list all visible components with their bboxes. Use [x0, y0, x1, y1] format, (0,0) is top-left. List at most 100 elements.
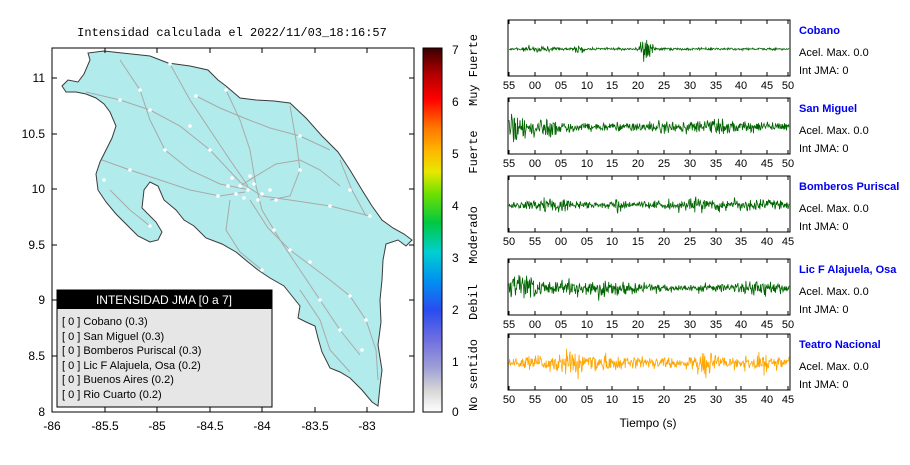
- waveform-panels: 55 00 05 10 15 20 25 30 35 40 45 50 Cobano Acel. Max.…: [503, 19, 899, 406]
- waveform-tick-label: 40: [761, 236, 773, 248]
- station-name: Cobano: [799, 25, 840, 37]
- intensity-legend: INTENSIDAD JMA [0 a 7] [ 0 ] Cobano (0.3…: [56, 289, 273, 408]
- map-road: [249, 199, 379, 381]
- waveform-tick-label: 20: [658, 236, 670, 248]
- map-town: [348, 294, 352, 298]
- waveform-tick-label: 20: [632, 80, 644, 92]
- colorbar-tick: 3: [452, 251, 459, 265]
- waveform-trace: [508, 113, 790, 143]
- waveform-tick-label: 50: [782, 80, 794, 92]
- map-town: [298, 168, 302, 172]
- map-town: [234, 192, 238, 196]
- map-road: [299, 289, 351, 373]
- map-town: [248, 174, 252, 178]
- map-title: Intensidad calculada el 2022/11/03_18:16…: [77, 26, 387, 40]
- legend-item: [ 0 ] Lic F Alajuela, Osa (0.2): [62, 360, 201, 372]
- waveform-tick-label: 30: [710, 236, 722, 248]
- map-town: [208, 148, 212, 152]
- map-town: [268, 188, 272, 192]
- map-town: [328, 204, 332, 208]
- map-road: [109, 189, 151, 227]
- map-town: [230, 176, 234, 180]
- map-town: [148, 224, 152, 228]
- map-landmass: [61, 50, 413, 407]
- colorbar-label: Debil: [467, 284, 481, 320]
- waveform-panel: 55 00 05 10 15 20 25 30 35 40 45 50 Cobano Acel. Max.…: [503, 19, 869, 92]
- colorbar-label: Fuerte: [467, 130, 481, 173]
- map-town: [368, 214, 372, 218]
- legend-header: [57, 290, 272, 309]
- map-town: [194, 94, 198, 98]
- waveform-tick-label: 45: [761, 80, 773, 92]
- map-town: [256, 198, 260, 202]
- waveform-tick-label: 25: [658, 80, 670, 92]
- map-town: [242, 196, 246, 200]
- waveform-panel: 50 55 00 05 10 15 20 25 30 35 40 45 Bomberos Purisca…: [503, 175, 899, 248]
- station-name: Bomberos Puriscal: [799, 181, 899, 193]
- waveform-tick-label: 30: [684, 158, 696, 170]
- waveform-trace: [508, 348, 790, 380]
- map-xtick: -84.5: [196, 419, 224, 433]
- waveform-tick-label: 00: [529, 80, 541, 92]
- waveform-tick-label: 05: [581, 236, 593, 248]
- station-name: Teatro Nacional: [799, 339, 881, 351]
- legend-item: [ 0 ] Buenos Aires (0.2): [62, 374, 174, 386]
- station-int-jma: Int JMA: 0: [799, 143, 849, 155]
- map-road: [85, 91, 371, 217]
- waveform-tick-label: 15: [632, 394, 644, 406]
- station-int-jma: Int JMA: 0: [799, 379, 849, 391]
- waveform-tick-label: 55: [529, 394, 541, 406]
- waveform-tick-label: 30: [684, 319, 696, 331]
- map-town: [238, 184, 242, 188]
- station-int-jma: Int JMA: 0: [799, 304, 849, 316]
- map-ytick: 10.5: [22, 127, 46, 141]
- map-town: [168, 62, 172, 66]
- waveform-tick-label: 10: [606, 394, 618, 406]
- map-xtick: -84: [253, 419, 271, 433]
- colorbar-label: Moderado: [467, 206, 481, 264]
- waveform-tick-label: 50: [782, 158, 794, 170]
- intensity-colorbar: 7 6 5 4 3 2 1 0 Muy Fuerte Fuerte Modera…: [422, 34, 481, 419]
- map-town: [252, 182, 256, 186]
- map-town: [163, 148, 167, 152]
- colorbar-tick: 4: [452, 199, 459, 213]
- map-town: [360, 348, 364, 352]
- waveform-trace: [508, 196, 790, 214]
- legend-box: [56, 289, 273, 408]
- waveform-xlabel: Tiempo (s): [620, 416, 677, 430]
- map-town: [224, 88, 228, 92]
- waveform-tick-label: 10: [581, 319, 593, 331]
- map-axes-box: [51, 47, 415, 413]
- waveform-panel: 55 00 05 10 15 20 25 30 35 40 45 50 Lic F Alajuela, …: [503, 258, 897, 331]
- waveform-tick-label: 55: [529, 236, 541, 248]
- waveform-tick-label: 40: [735, 319, 747, 331]
- waveform-tick-label: 30: [684, 80, 696, 92]
- map-roads: [85, 59, 379, 381]
- map-town: [288, 248, 292, 252]
- station-acel-max: Acel. Max. 0.0: [799, 361, 869, 373]
- map-town: [138, 88, 142, 92]
- waveform-tick-label: 50: [782, 319, 794, 331]
- map-road: [339, 159, 367, 217]
- map-xtick: -83: [358, 419, 376, 433]
- map-ytick: 9: [38, 293, 45, 307]
- map-town: [216, 194, 220, 198]
- waveform-tick-label: 40: [735, 158, 747, 170]
- waveform-tick-label: 20: [658, 394, 670, 406]
- station-acel-max: Acel. Max. 0.0: [799, 125, 869, 137]
- waveform-tick-label: 00: [529, 319, 541, 331]
- waveform-tick-label: 15: [632, 236, 644, 248]
- station-int-jma: Int JMA: 0: [799, 65, 849, 77]
- waveform-tick-label: 05: [555, 158, 567, 170]
- colorbar-tick: 5: [452, 147, 459, 161]
- waveform-tick-label: 45: [761, 158, 773, 170]
- waveform-tick-label: 00: [529, 158, 541, 170]
- legend-item: [ 0 ] San Miguel (0.3): [62, 331, 164, 343]
- map-ytick: 8.5: [28, 349, 45, 363]
- map-town: [148, 108, 152, 112]
- map-road: [239, 159, 341, 187]
- waveform-tick-label: 00: [555, 236, 567, 248]
- colorbar-gradient: [422, 47, 443, 413]
- map-town: [128, 168, 132, 172]
